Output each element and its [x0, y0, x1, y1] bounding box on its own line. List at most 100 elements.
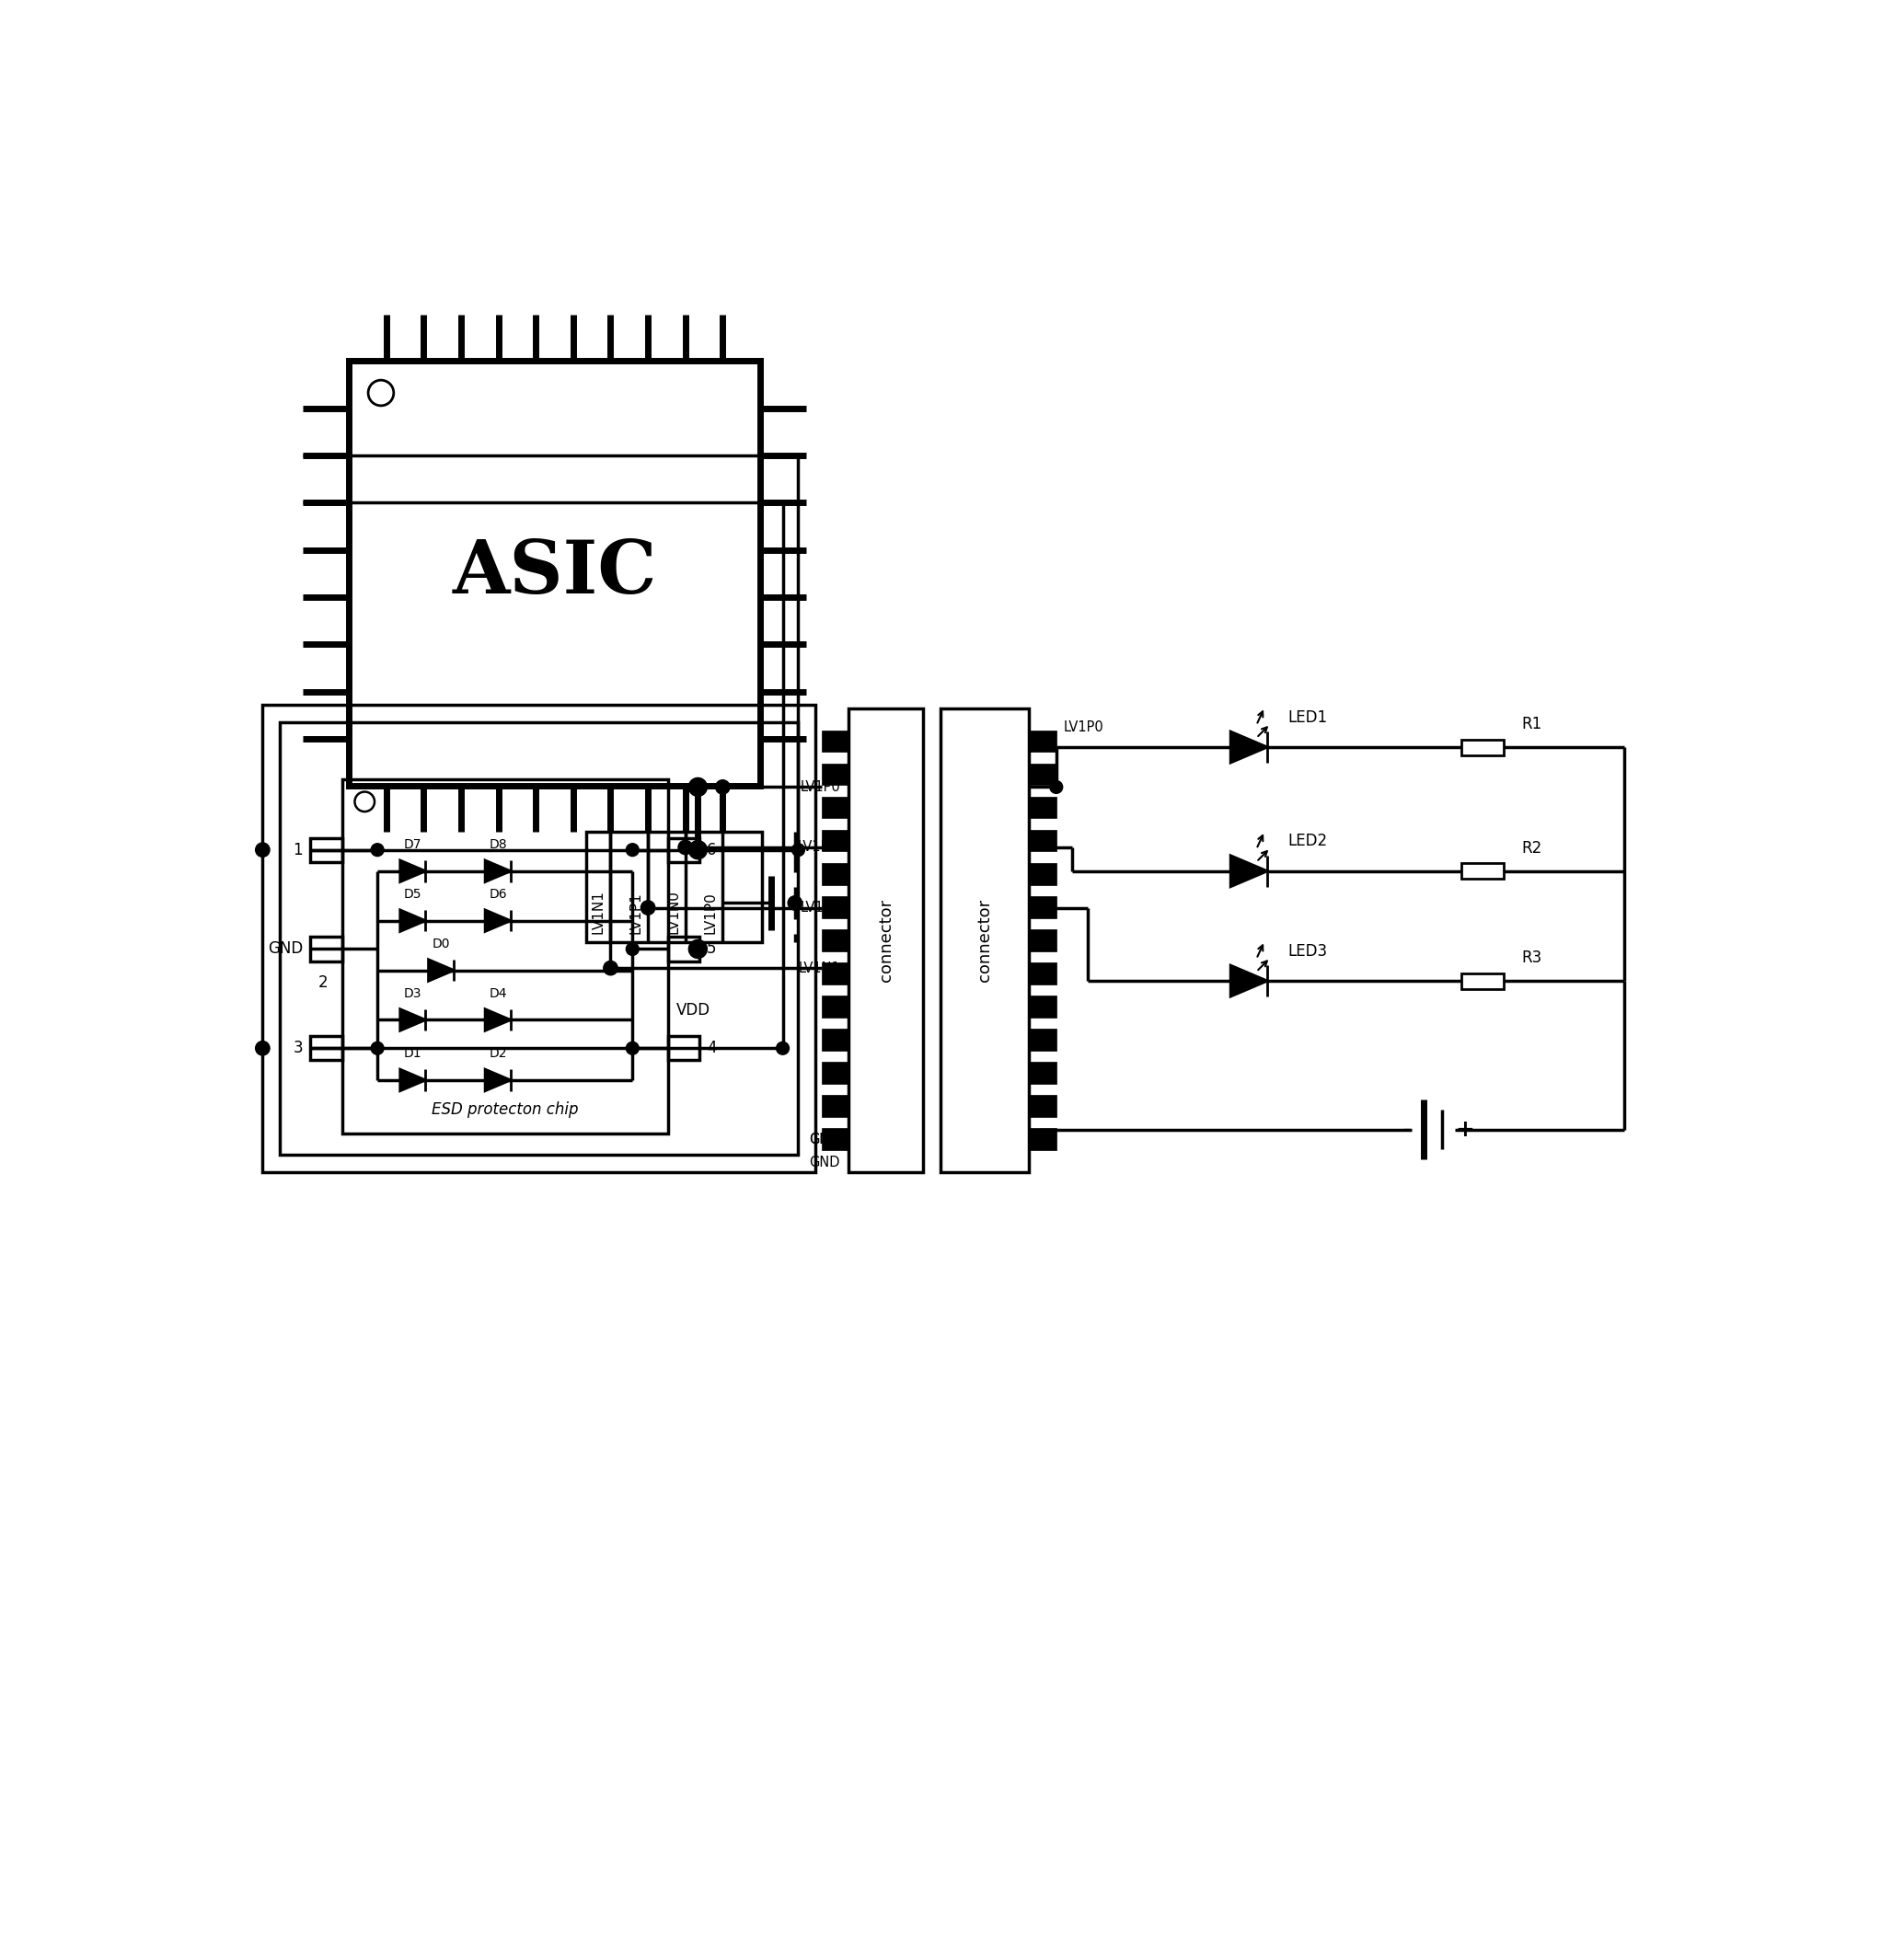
Circle shape — [788, 895, 802, 911]
Bar — [668, 936, 701, 961]
Circle shape — [626, 843, 640, 857]
Circle shape — [689, 940, 706, 957]
Text: LV1P0: LV1P0 — [1062, 721, 1104, 735]
Text: D6: D6 — [489, 888, 506, 901]
Text: 4: 4 — [706, 1040, 716, 1056]
Circle shape — [367, 381, 394, 406]
Bar — [310, 1037, 343, 1060]
Text: LV1N0: LV1N0 — [798, 841, 840, 855]
Circle shape — [626, 1042, 640, 1054]
Polygon shape — [1230, 855, 1268, 888]
Circle shape — [371, 1042, 385, 1054]
Text: connector: connector — [878, 899, 895, 982]
Bar — [586, 832, 762, 942]
Text: GND: GND — [809, 1133, 840, 1147]
Text: R2: R2 — [1521, 839, 1542, 857]
Bar — [1030, 731, 1057, 752]
Circle shape — [255, 843, 270, 857]
Polygon shape — [486, 909, 510, 932]
Circle shape — [689, 777, 706, 797]
Bar — [823, 863, 849, 884]
Text: 6: 6 — [706, 841, 716, 859]
Circle shape — [678, 839, 693, 855]
Bar — [343, 779, 668, 1133]
Circle shape — [604, 961, 617, 975]
Text: LED1: LED1 — [1287, 710, 1327, 725]
Bar — [1030, 1029, 1057, 1050]
Bar — [823, 797, 849, 818]
Circle shape — [792, 843, 805, 857]
Bar — [823, 731, 849, 752]
Circle shape — [371, 843, 385, 857]
Text: LED2: LED2 — [1287, 834, 1327, 849]
Polygon shape — [1230, 965, 1268, 996]
Bar — [1030, 1095, 1057, 1116]
Text: D5: D5 — [404, 888, 423, 901]
Polygon shape — [400, 1010, 426, 1031]
Text: -: - — [1401, 1118, 1411, 1141]
Text: LV1P0: LV1P0 — [800, 779, 840, 795]
Text: D2: D2 — [489, 1048, 506, 1060]
Text: D8: D8 — [489, 839, 506, 851]
Text: 5: 5 — [706, 940, 716, 957]
Text: GND: GND — [268, 940, 303, 957]
Bar — [823, 963, 849, 984]
Bar — [310, 837, 343, 863]
Bar — [310, 936, 343, 961]
Bar — [823, 830, 849, 851]
Bar — [849, 708, 923, 1172]
Circle shape — [689, 841, 706, 859]
Bar — [263, 704, 815, 1172]
Text: 1: 1 — [293, 841, 303, 859]
Polygon shape — [486, 1010, 510, 1031]
Bar — [1030, 963, 1057, 984]
Bar — [823, 1128, 849, 1151]
Text: GND: GND — [809, 1155, 840, 1170]
Bar — [823, 1095, 849, 1116]
Circle shape — [255, 1040, 270, 1056]
Text: LED3: LED3 — [1287, 944, 1327, 959]
Polygon shape — [1230, 731, 1268, 762]
Text: ASIC: ASIC — [451, 538, 657, 609]
Polygon shape — [428, 959, 453, 981]
Bar — [1030, 996, 1057, 1017]
Polygon shape — [486, 1070, 510, 1091]
Bar — [1030, 797, 1057, 818]
Bar — [668, 1037, 701, 1060]
Text: LV1N0: LV1N0 — [666, 890, 680, 934]
Bar — [1030, 930, 1057, 952]
Bar — [348, 362, 760, 785]
Text: R1: R1 — [1521, 716, 1542, 733]
Bar — [1030, 895, 1057, 919]
Bar — [1030, 1062, 1057, 1083]
Text: LV1P1: LV1P1 — [800, 901, 840, 915]
Bar — [280, 721, 798, 1155]
Text: LV1N1: LV1N1 — [798, 961, 840, 975]
Bar — [823, 895, 849, 919]
Text: D7: D7 — [404, 839, 423, 851]
Bar — [1030, 863, 1057, 884]
Text: R3: R3 — [1521, 950, 1542, 967]
Bar — [1030, 764, 1057, 785]
Bar — [668, 837, 701, 863]
Text: VDD: VDD — [676, 1002, 710, 1019]
Text: 2: 2 — [318, 975, 327, 990]
Text: D1: D1 — [404, 1048, 423, 1060]
Text: LV1P1: LV1P1 — [628, 892, 644, 934]
Bar — [1462, 739, 1504, 754]
Bar — [1030, 1128, 1057, 1151]
Circle shape — [716, 779, 729, 795]
Bar — [823, 996, 849, 1017]
Bar — [823, 764, 849, 785]
Text: 3: 3 — [293, 1040, 303, 1056]
Bar — [1462, 973, 1504, 988]
Circle shape — [626, 942, 640, 955]
Circle shape — [642, 901, 655, 915]
Text: ESD protecton chip: ESD protecton chip — [432, 1100, 579, 1118]
Text: connector: connector — [977, 899, 994, 982]
Polygon shape — [400, 1070, 426, 1091]
Polygon shape — [486, 861, 510, 882]
Text: D4: D4 — [489, 986, 506, 1000]
Bar — [1462, 863, 1504, 878]
Bar — [823, 1029, 849, 1050]
